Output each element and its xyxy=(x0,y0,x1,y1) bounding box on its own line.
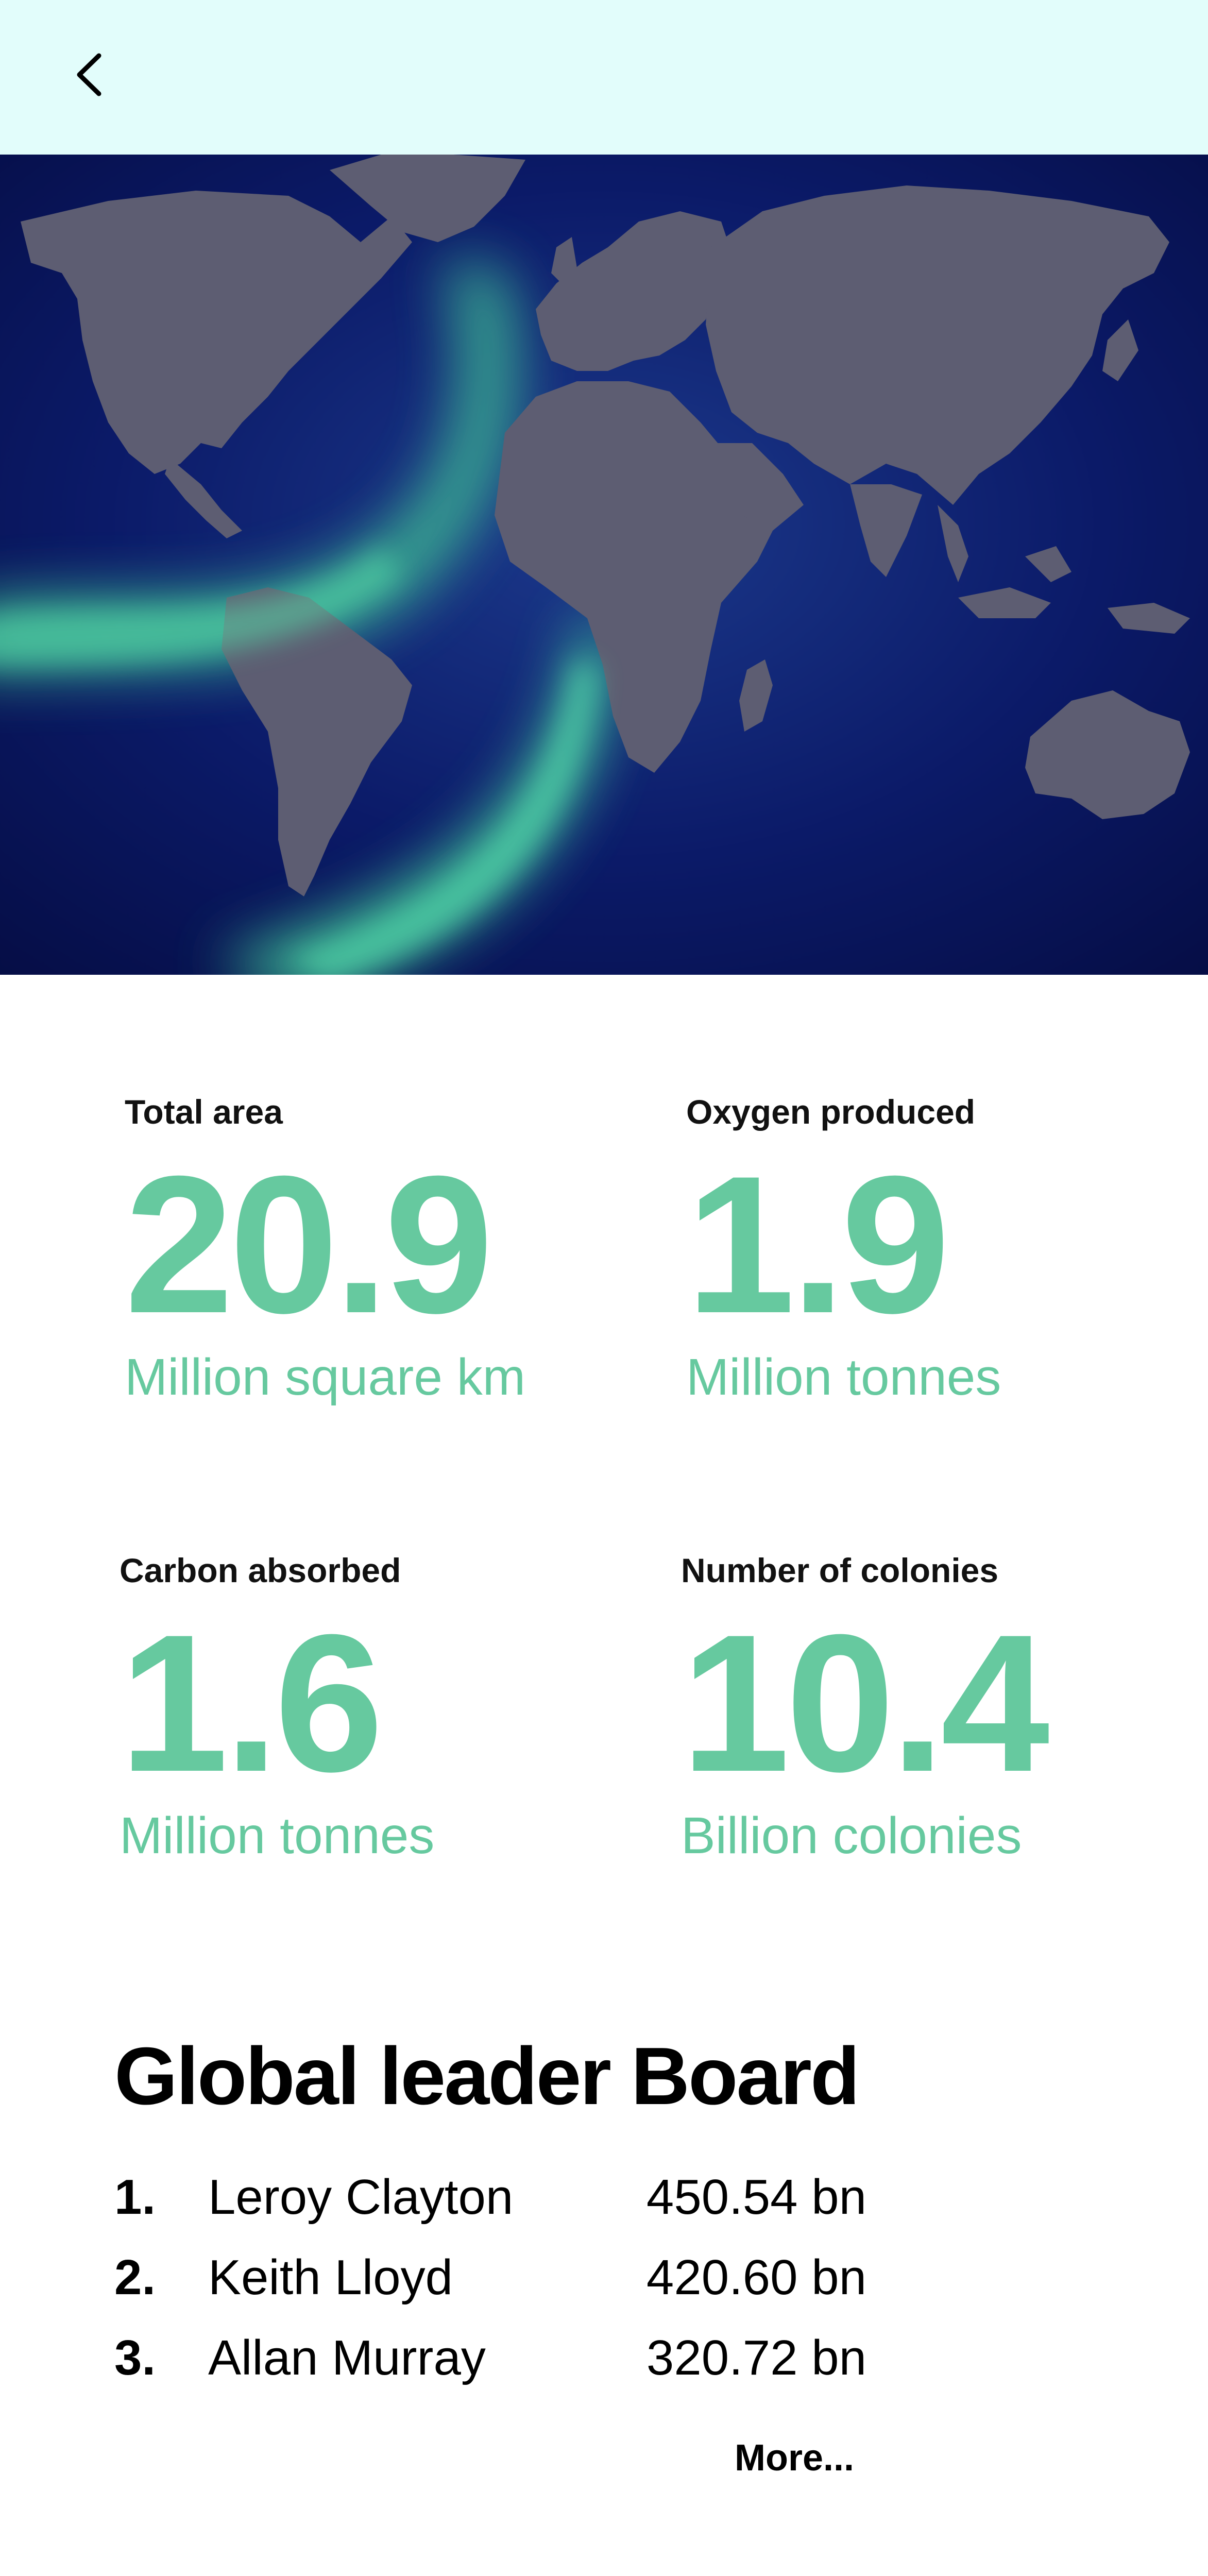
stat-label: Number of colonies xyxy=(681,1551,999,1589)
back-button[interactable] xyxy=(62,46,118,103)
stat-unit: Million tonnes xyxy=(686,1348,1001,1406)
chevron-left-icon xyxy=(77,53,101,96)
leaderboard-score: 420.60 bn xyxy=(646,2250,866,2305)
leaderboard-row[interactable]: 3. Allan Murray 320.72 bn xyxy=(114,2330,866,2410)
leaderboard-name: Leroy Clayton xyxy=(208,2170,514,2225)
leaderboard-row[interactable]: 2. Keith Lloyd 420.60 bn xyxy=(114,2249,866,2330)
leaderboard-rank: 3. xyxy=(114,2330,156,2385)
stat-value: 1.6 xyxy=(120,1594,383,1812)
more-link[interactable]: More... xyxy=(735,2437,855,2479)
world-map-hero-image xyxy=(0,155,1208,975)
leaderboard-row[interactable]: 1. Leroy Clayton 450.54 bn xyxy=(114,2169,866,2249)
stat-total-area: Total area 20.9 Million square km xyxy=(125,1092,525,1407)
leaderboard-rank: 1. xyxy=(114,2170,156,2225)
leaderboard-list: 1. Leroy Clayton 450.54 bn 2. Keith Lloy… xyxy=(114,2169,866,2410)
stat-value: 20.9 xyxy=(125,1135,494,1354)
leaderboard-name: Keith Lloyd xyxy=(208,2250,453,2305)
stat-unit: Billion colonies xyxy=(681,1807,1022,1865)
leaderboard-title: Global leader Board xyxy=(114,2031,860,2122)
stat-oxygen-produced: Oxygen produced 1.9 Million tonnes xyxy=(686,1092,1001,1407)
leaderboard-score: 450.54 bn xyxy=(646,2170,866,2225)
header-bar xyxy=(0,0,1208,155)
stat-unit: Million tonnes xyxy=(120,1807,435,1865)
leaderboard-rank: 2. xyxy=(114,2250,156,2305)
stat-unit: Million square km xyxy=(125,1348,526,1406)
leaderboard-score: 320.72 bn xyxy=(646,2330,866,2385)
stat-value: 10.4 xyxy=(681,1594,1050,1812)
stat-label: Oxygen produced xyxy=(686,1093,976,1131)
stat-value: 1.9 xyxy=(686,1135,950,1354)
stat-carbon-absorbed: Carbon absorbed 1.6 Million tonnes xyxy=(120,1551,434,1866)
stat-label: Total area xyxy=(125,1093,283,1131)
leaderboard-name: Allan Murray xyxy=(208,2330,486,2385)
stat-number-of-colonies: Number of colonies 10.4 Billion colonies xyxy=(681,1551,1050,1866)
continents xyxy=(21,155,1190,896)
stat-label: Carbon absorbed xyxy=(120,1551,401,1589)
